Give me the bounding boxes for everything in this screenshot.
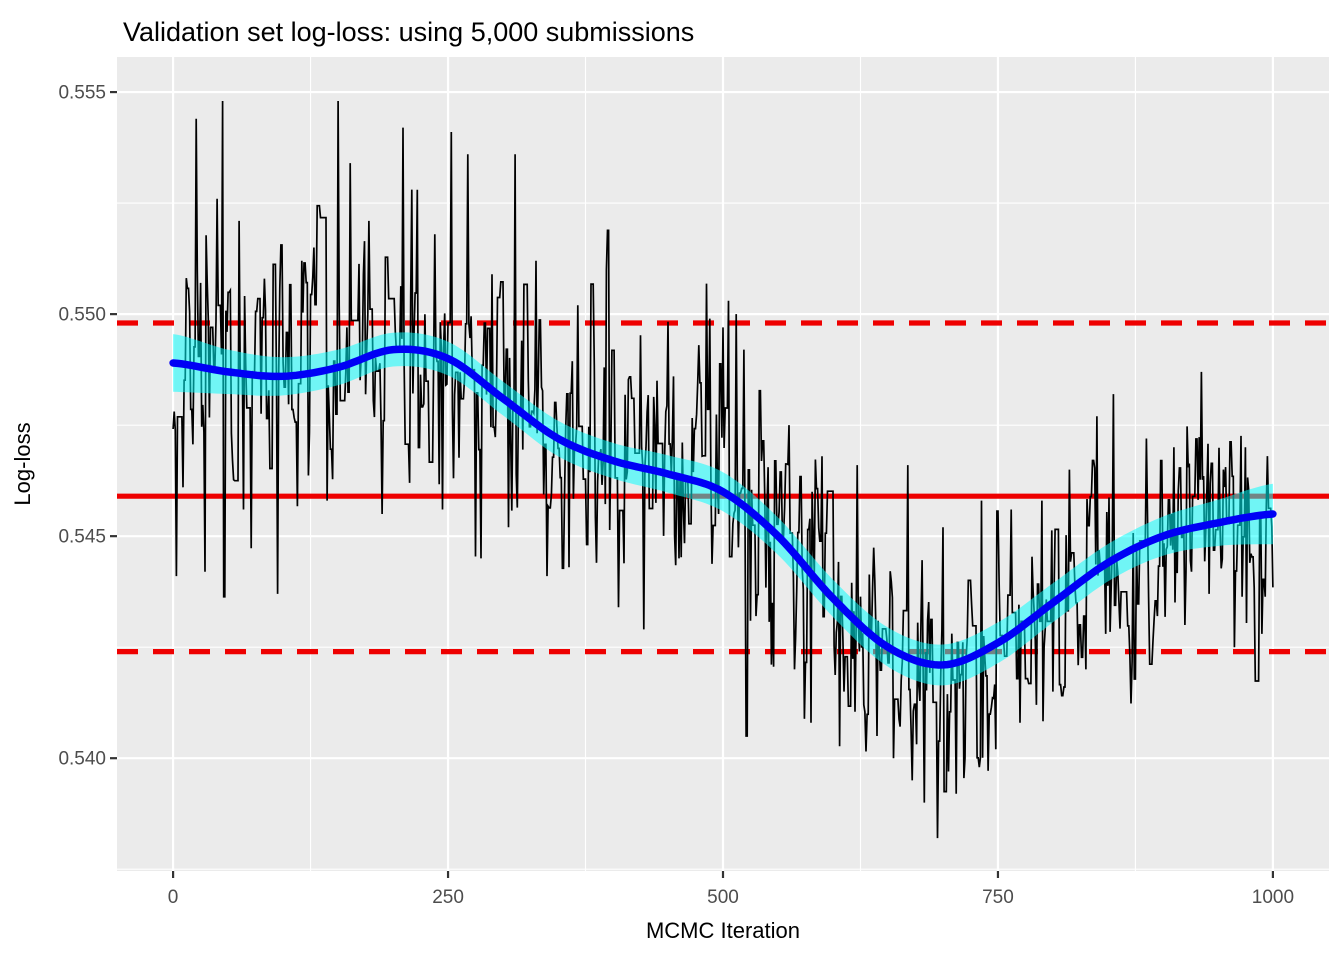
smooth-line: [169, 345, 1277, 669]
x-axis-title: MCMC Iteration: [646, 918, 800, 943]
y-tick-label: 0.540: [58, 749, 106, 770]
y-tick-label: 0.545: [58, 527, 106, 548]
x-tick-label: 0: [168, 887, 179, 908]
trace-line: [172, 100, 1274, 839]
confidence-ribbon: [173, 332, 1273, 686]
x-tick-label: 750: [982, 887, 1014, 908]
x-tick-label: 1000: [1252, 887, 1294, 908]
chart-title: Validation set log-loss: using 5,000 sub…: [123, 17, 694, 47]
plot-area: 0 250 500 750 1000 0.540 0.545 0.550 0.555: [58, 57, 1329, 908]
y-tick-label: 0.555: [58, 83, 106, 104]
x-tick-label: 250: [432, 887, 464, 908]
y-axis-title: Log-loss: [10, 422, 35, 505]
y-tick-label: 0.550: [58, 305, 106, 326]
x-tick-label: 500: [707, 887, 739, 908]
